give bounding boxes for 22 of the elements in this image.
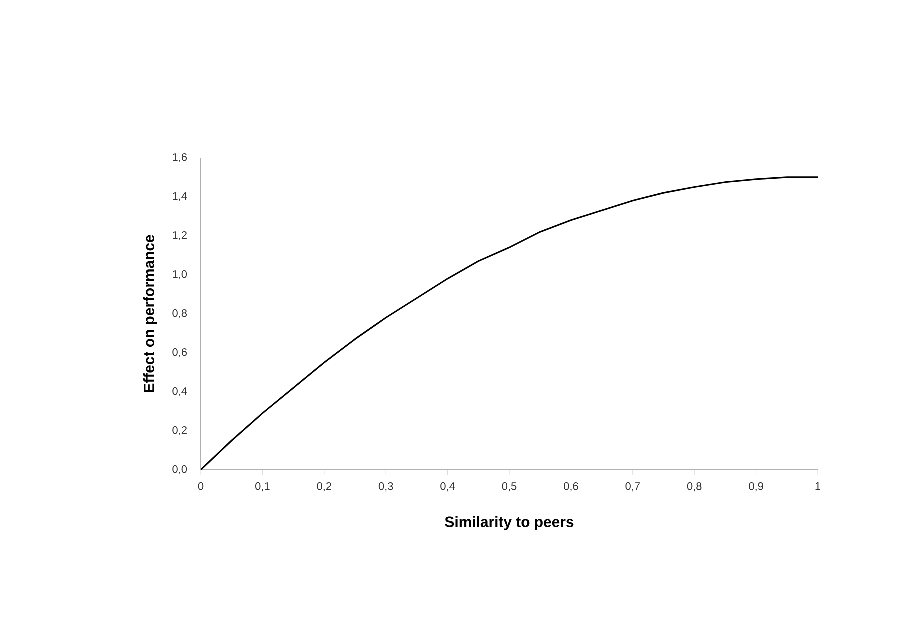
x-tick-label: 0,3 <box>378 482 394 492</box>
x-tick-label: 0,8 <box>687 482 702 492</box>
y-axis-title: Effect on performance <box>143 235 158 392</box>
x-tick-label: 0,7 <box>626 482 640 492</box>
x-tick-label: 0,2 <box>317 482 332 492</box>
x-tick-label: 0,4 <box>440 482 456 492</box>
y-tick-label: 0,0 <box>172 465 188 475</box>
y-tick-label: 1,2 <box>173 231 187 241</box>
y-tick-label: 0,6 <box>172 348 188 358</box>
y-tick-label: 0,8 <box>172 309 188 319</box>
x-tick-label: 0 <box>198 482 204 490</box>
x-tick-label: 0,1 <box>256 482 270 492</box>
x-tick-label: 0,6 <box>564 482 578 492</box>
x-axis-title: Similarity to peers <box>445 516 574 530</box>
y-tick-label: 1,0 <box>173 270 188 280</box>
x-tick-label: 0,9 <box>749 482 764 492</box>
y-tick-label: 0,2 <box>172 426 187 436</box>
y-tick-label: 1,6 <box>173 153 188 163</box>
x-tick-label: 0,5 <box>502 482 517 492</box>
y-tick-label: 1,4 <box>173 192 188 202</box>
x-tick-label: 1 <box>816 482 821 490</box>
y-tick-label: 0,4 <box>172 387 188 397</box>
